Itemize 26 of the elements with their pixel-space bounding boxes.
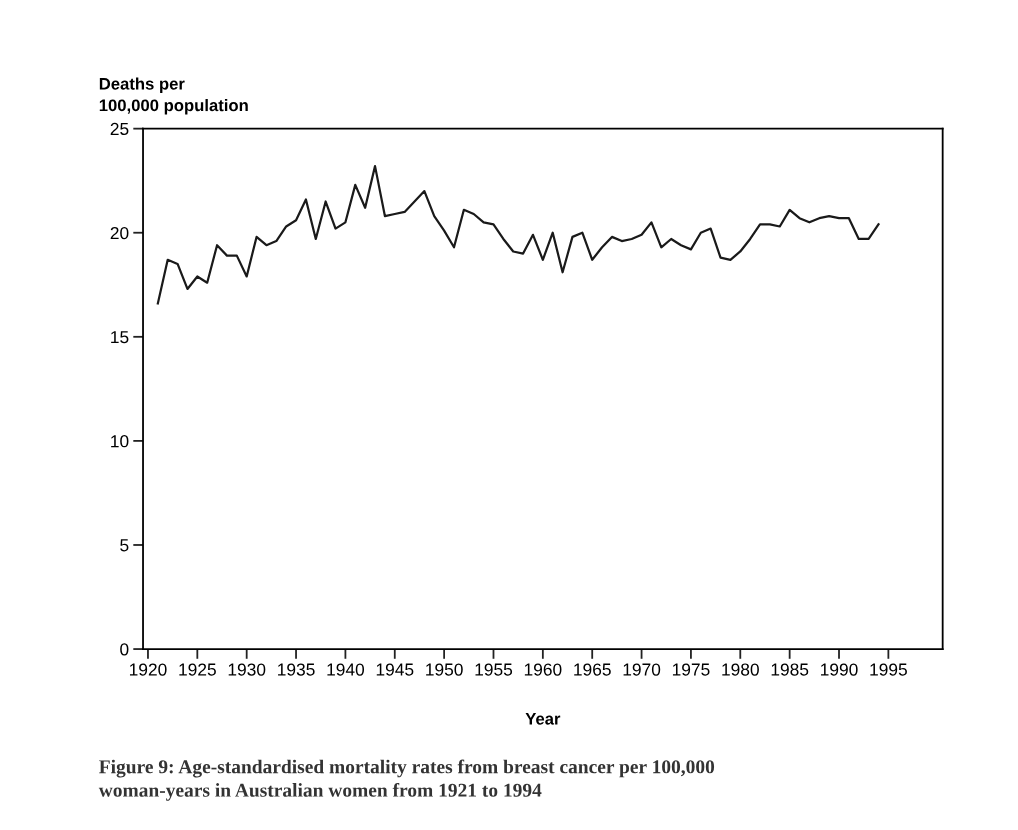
x-tick-label: 1975 — [672, 663, 710, 676]
y-tick-label: 10 — [111, 435, 129, 448]
x-tick-label: 1950 — [426, 663, 463, 676]
y-tick-label: 25 — [110, 122, 129, 136]
x-tick-label: 1925 — [179, 663, 216, 676]
line-series — [156, 165, 880, 305]
y-axis-title: Deaths per 100,000 population — [99, 77, 248, 115]
x-tick-label: 1995 — [870, 663, 907, 676]
caption: Figure 9: Age-standardised mortality rates from breast cancer per 100,000 woman-years in Australian women from 1921 to 1994 — [98, 759, 715, 801]
x-tick-label: 1945 — [376, 663, 414, 676]
x-tick-label: 1930 — [228, 663, 266, 676]
x-tick-label: 1990 — [821, 663, 858, 676]
x-tick-label: 1985 — [771, 663, 809, 676]
x-tick-label: 1960 — [524, 663, 562, 676]
y-tick-label: 5 — [120, 539, 129, 552]
y-tick-label: 15 — [111, 331, 129, 344]
x-tick-label: 1955 — [475, 663, 513, 676]
x-tick-label: 1920 — [129, 663, 167, 676]
x-tick-label: 1970 — [623, 663, 661, 676]
y-tick-label: 0 — [120, 643, 129, 656]
x-tick-label: 1965 — [574, 663, 611, 676]
x-axis-title: Year — [525, 713, 561, 725]
x-tick-label: 1940 — [327, 663, 365, 676]
x-tick-label: 1980 — [722, 663, 759, 676]
x-tick-label: 1935 — [278, 663, 315, 676]
y-tick-label: 20 — [110, 226, 129, 240]
